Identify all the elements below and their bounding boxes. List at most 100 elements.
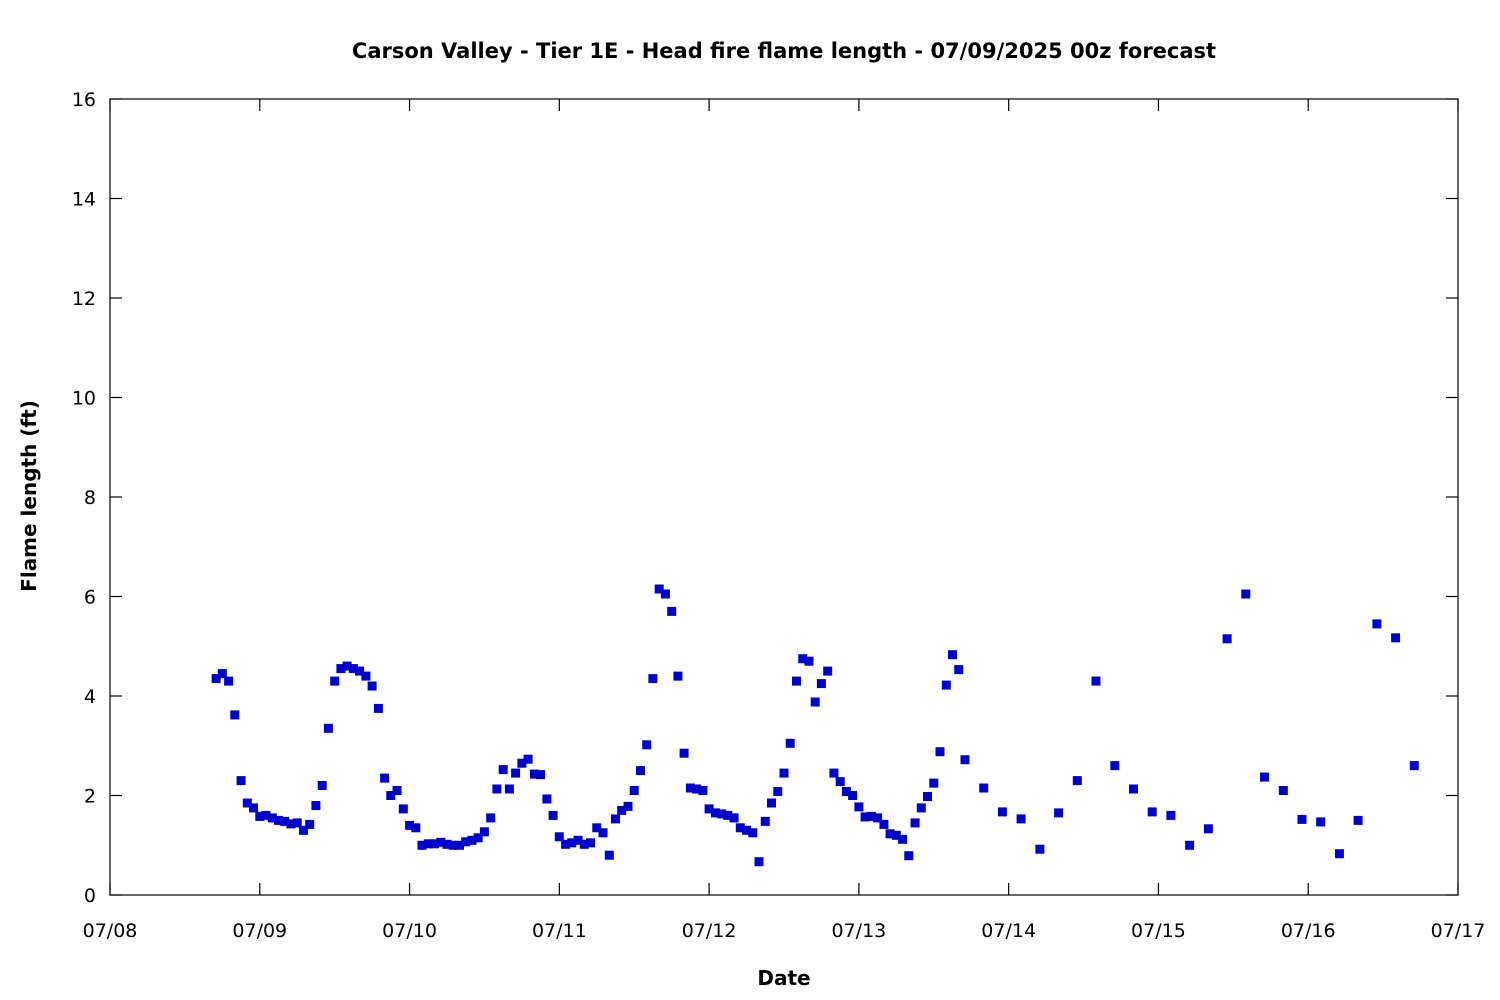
data-point [536, 770, 546, 780]
data-point [748, 828, 758, 838]
x-tick-label: 07/17 [1431, 920, 1486, 942]
data-point [554, 832, 564, 842]
data-point [841, 787, 851, 796]
data-point [810, 697, 820, 707]
data-point [479, 827, 489, 837]
y-tick-label: 10 [72, 388, 96, 410]
data-point [1185, 840, 1195, 850]
data-point [804, 656, 814, 666]
data-point [1222, 634, 1232, 644]
data-point [904, 851, 914, 861]
data-point [436, 837, 446, 847]
data-point [829, 768, 839, 778]
data-point [623, 801, 633, 811]
data-point [1054, 808, 1064, 818]
data-point [442, 839, 452, 849]
data-point [629, 786, 639, 795]
data-point [1110, 761, 1120, 771]
data-point [348, 664, 358, 674]
data-point [1297, 814, 1307, 824]
x-tick-label: 07/14 [981, 920, 1036, 942]
data-point [274, 815, 283, 825]
data-point [723, 810, 733, 820]
y-tick-label: 16 [72, 89, 96, 111]
data-point [280, 816, 290, 826]
data-point [816, 679, 826, 689]
data-point [916, 803, 926, 813]
data-point [654, 584, 664, 594]
data-point [1147, 807, 1157, 817]
data-point [224, 676, 234, 686]
data-point [392, 786, 402, 795]
data-point [979, 783, 989, 793]
data-point [517, 758, 527, 768]
data-point [211, 674, 221, 684]
plot-frame [109, 98, 1459, 896]
data-point [923, 792, 932, 801]
data-point [1391, 633, 1401, 643]
data-point [1278, 786, 1288, 795]
data-point [1035, 844, 1045, 854]
x-axis-label: Date [757, 966, 810, 990]
x-tick-label: 07/16 [1281, 920, 1336, 942]
data-point [286, 819, 296, 829]
data-point [1409, 761, 1419, 771]
data-point [648, 674, 658, 684]
data-point [910, 818, 920, 828]
data-point [948, 650, 957, 660]
data-point [685, 783, 695, 793]
data-point [673, 671, 683, 681]
data-point [642, 740, 652, 750]
data-point [305, 819, 315, 829]
data-point [835, 777, 845, 787]
data-point [773, 787, 783, 796]
data-point [242, 798, 252, 808]
data-point [317, 781, 327, 790]
data-point [1203, 824, 1213, 834]
data-point [960, 755, 970, 765]
data-point [611, 814, 620, 824]
data-point [311, 801, 321, 810]
data-point [529, 769, 539, 779]
data-point [386, 791, 396, 800]
data-point [380, 773, 390, 783]
data-point [1016, 814, 1026, 824]
data-point [636, 766, 645, 776]
data-point [823, 666, 833, 676]
data-point [217, 669, 227, 679]
data-point [997, 807, 1007, 817]
data-point [255, 811, 265, 821]
data-point [954, 665, 964, 675]
data-point [1129, 784, 1138, 794]
data-point [523, 754, 533, 764]
data-point [767, 798, 776, 808]
data-point [1334, 849, 1344, 859]
data-point [1316, 817, 1326, 827]
data-point [236, 776, 246, 786]
data-point [579, 839, 589, 849]
data-point [785, 738, 795, 748]
data-point [598, 828, 608, 838]
data-point [405, 820, 415, 830]
data-point [461, 837, 471, 847]
data-point [698, 786, 708, 795]
data-points [211, 584, 1419, 867]
data-point [323, 723, 333, 733]
data-point [710, 808, 720, 818]
data-point [1353, 815, 1363, 825]
y-tick-label: 12 [72, 288, 96, 310]
data-point [1166, 810, 1176, 820]
x-tick-label: 07/11 [532, 920, 587, 942]
y-tick-label: 8 [84, 487, 96, 509]
data-point [249, 803, 258, 813]
data-point [561, 839, 571, 849]
data-point [879, 819, 889, 829]
y-axis-label: Flame length (ft) [17, 400, 41, 592]
data-point [455, 840, 464, 850]
data-point [511, 768, 521, 778]
data-point [448, 840, 458, 850]
data-point [798, 654, 808, 664]
y-tick-label: 14 [72, 189, 96, 211]
data-point [355, 666, 365, 676]
data-point [1372, 619, 1382, 629]
